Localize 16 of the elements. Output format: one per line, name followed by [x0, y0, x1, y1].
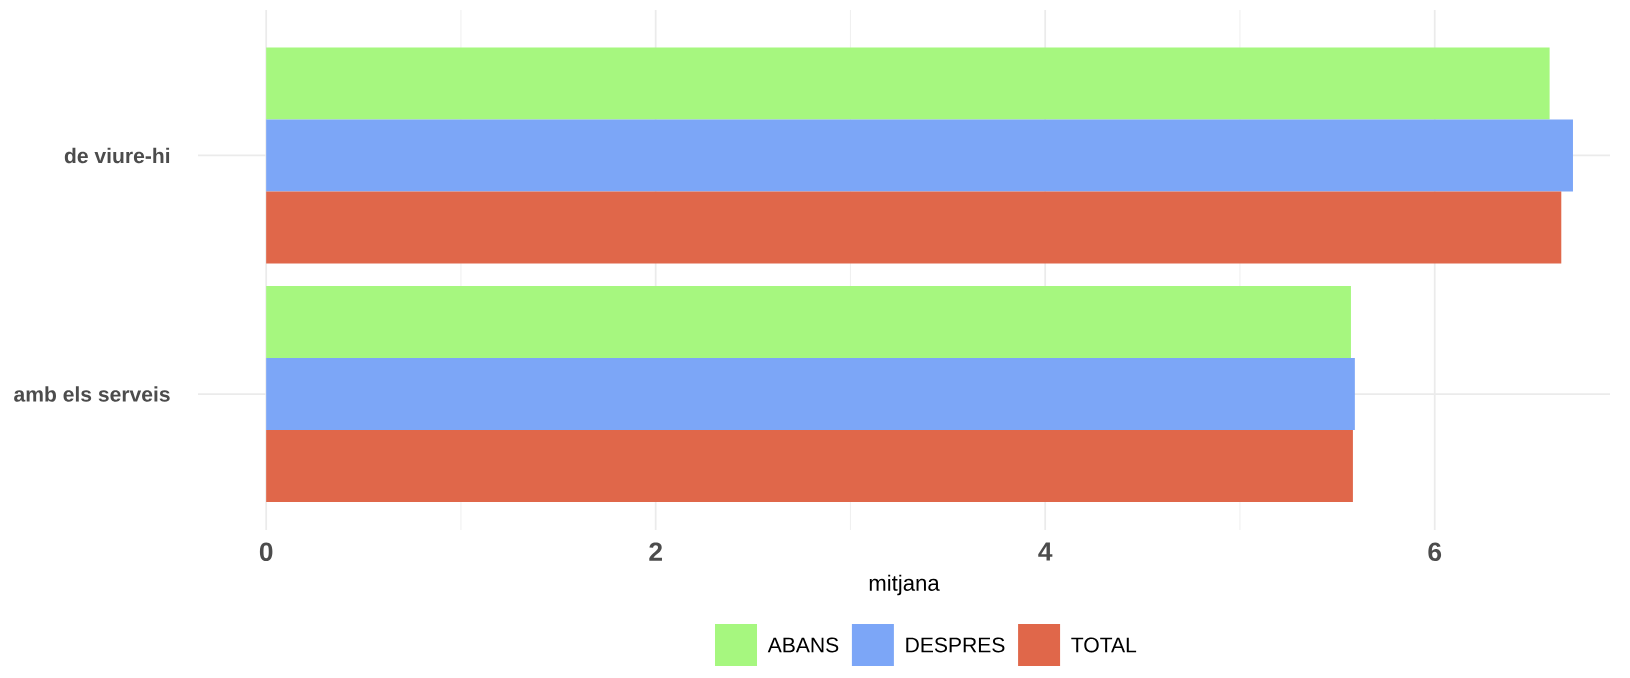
bar — [266, 430, 1353, 503]
bar — [266, 47, 1550, 120]
x-tick-label: 6 — [1428, 542, 1442, 562]
legend-label: TOTAL — [1071, 637, 1137, 653]
bar — [266, 286, 1351, 359]
bar — [266, 191, 1562, 264]
y-tick-label: de viure-hi — [64, 147, 170, 164]
y-tick-label: amb els serveis — [14, 386, 170, 402]
legend-label: DESPRES — [906, 637, 1005, 653]
x-tick-label: 4 — [1038, 542, 1053, 561]
bar — [266, 119, 1573, 192]
x-tick-label: 2 — [649, 542, 662, 561]
legend-label: ABANS — [767, 637, 839, 653]
x-axis-title: mitjana — [869, 574, 940, 596]
bar — [266, 358, 1355, 431]
x-tick-label: 0 — [259, 542, 273, 562]
